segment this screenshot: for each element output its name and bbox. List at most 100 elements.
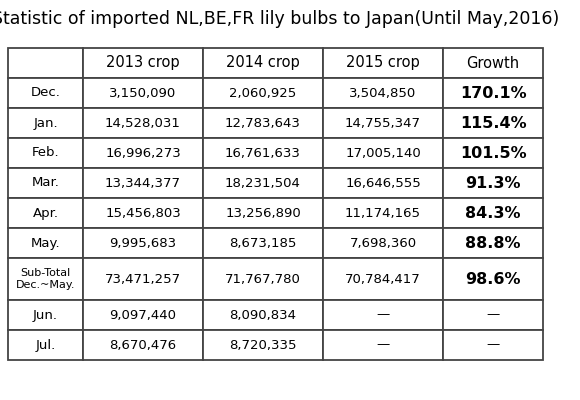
Bar	[8, 300, 83, 330]
Bar	[203, 138, 323, 168]
Bar	[323, 258, 443, 300]
Bar	[83, 48, 203, 78]
Bar	[323, 168, 443, 198]
Bar	[443, 48, 543, 78]
Text: 16,646,555: 16,646,555	[345, 176, 421, 190]
Bar	[8, 108, 83, 138]
Bar	[443, 168, 543, 198]
Text: 11,174,165: 11,174,165	[345, 206, 421, 220]
Text: 2,060,925: 2,060,925	[229, 86, 296, 100]
Text: Jul.: Jul.	[35, 338, 56, 352]
Text: 71,767,780: 71,767,780	[225, 272, 301, 286]
Text: 115.4%: 115.4%	[460, 116, 526, 130]
Bar	[83, 330, 203, 360]
Text: —: —	[487, 338, 499, 352]
Text: 3,504,850: 3,504,850	[349, 86, 416, 100]
Text: —: —	[487, 308, 499, 322]
Text: 8,090,834: 8,090,834	[230, 308, 296, 322]
Bar	[203, 300, 323, 330]
Text: 7,698,360: 7,698,360	[349, 236, 416, 250]
Text: 9,995,683: 9,995,683	[110, 236, 176, 250]
Bar	[323, 138, 443, 168]
Text: Statistic of imported NL,BE,FR lily bulbs to Japan(Until May,2016): Statistic of imported NL,BE,FR lily bulb…	[0, 10, 559, 28]
Bar	[443, 78, 543, 108]
Bar	[443, 258, 543, 300]
Text: 8,673,185: 8,673,185	[229, 236, 297, 250]
Text: 18,231,504: 18,231,504	[225, 176, 301, 190]
Text: Dec.: Dec.	[31, 86, 60, 100]
Bar	[8, 198, 83, 228]
Bar	[8, 228, 83, 258]
Bar	[443, 300, 543, 330]
Bar	[83, 198, 203, 228]
Bar	[83, 258, 203, 300]
Text: 88.8%: 88.8%	[465, 236, 521, 250]
Text: Jun.: Jun.	[33, 308, 58, 322]
Text: 16,996,273: 16,996,273	[105, 146, 181, 160]
Bar	[83, 228, 203, 258]
Bar	[203, 168, 323, 198]
Bar	[83, 78, 203, 108]
Text: 2015 crop: 2015 crop	[346, 56, 420, 70]
Text: 9,097,440: 9,097,440	[110, 308, 176, 322]
Bar	[323, 78, 443, 108]
Text: 12,783,643: 12,783,643	[225, 116, 301, 130]
Text: 84.3%: 84.3%	[465, 206, 521, 220]
Text: 73,471,257: 73,471,257	[105, 272, 181, 286]
Text: 3,150,090: 3,150,090	[110, 86, 177, 100]
Text: 14,755,347: 14,755,347	[345, 116, 421, 130]
Bar	[443, 198, 543, 228]
Bar	[323, 330, 443, 360]
Text: 170.1%: 170.1%	[460, 86, 526, 100]
Text: 8,670,476: 8,670,476	[110, 338, 176, 352]
Bar	[443, 228, 543, 258]
Text: 15,456,803: 15,456,803	[105, 206, 181, 220]
Text: 13,256,890: 13,256,890	[225, 206, 301, 220]
Text: Sub-Total
Dec.~May.: Sub-Total Dec.~May.	[16, 268, 75, 290]
Text: —: —	[376, 338, 390, 352]
Bar	[443, 108, 543, 138]
Text: 101.5%: 101.5%	[460, 146, 526, 160]
Bar	[203, 330, 323, 360]
Text: May.: May.	[31, 236, 60, 250]
Bar	[203, 78, 323, 108]
Bar	[203, 228, 323, 258]
Text: 16,761,633: 16,761,633	[225, 146, 301, 160]
Text: 2013 crop: 2013 crop	[106, 56, 180, 70]
Text: 91.3%: 91.3%	[465, 176, 521, 190]
Bar	[443, 138, 543, 168]
Text: Growth: Growth	[466, 56, 520, 70]
Text: 70,784,417: 70,784,417	[345, 272, 421, 286]
Text: Mar.: Mar.	[31, 176, 59, 190]
Text: 2014 crop: 2014 crop	[226, 56, 300, 70]
Text: Jan.: Jan.	[33, 116, 58, 130]
Bar	[323, 198, 443, 228]
Bar	[83, 138, 203, 168]
Bar	[203, 108, 323, 138]
Bar	[323, 108, 443, 138]
Text: —: —	[376, 308, 390, 322]
Text: 8,720,335: 8,720,335	[229, 338, 297, 352]
Bar	[8, 48, 83, 78]
Bar	[323, 228, 443, 258]
Bar	[8, 168, 83, 198]
Bar	[83, 300, 203, 330]
Bar	[203, 198, 323, 228]
Bar	[8, 330, 83, 360]
Text: Feb.: Feb.	[32, 146, 59, 160]
Text: 17,005,140: 17,005,140	[345, 146, 421, 160]
Text: 13,344,377: 13,344,377	[105, 176, 181, 190]
Bar	[323, 300, 443, 330]
Bar	[83, 108, 203, 138]
Text: 98.6%: 98.6%	[465, 272, 521, 286]
Bar	[8, 78, 83, 108]
Text: Apr.: Apr.	[32, 206, 59, 220]
Bar	[443, 330, 543, 360]
Bar	[323, 48, 443, 78]
Bar	[203, 48, 323, 78]
Bar	[8, 138, 83, 168]
Bar	[203, 258, 323, 300]
Text: 14,528,031: 14,528,031	[105, 116, 181, 130]
Bar	[83, 168, 203, 198]
Bar	[8, 258, 83, 300]
